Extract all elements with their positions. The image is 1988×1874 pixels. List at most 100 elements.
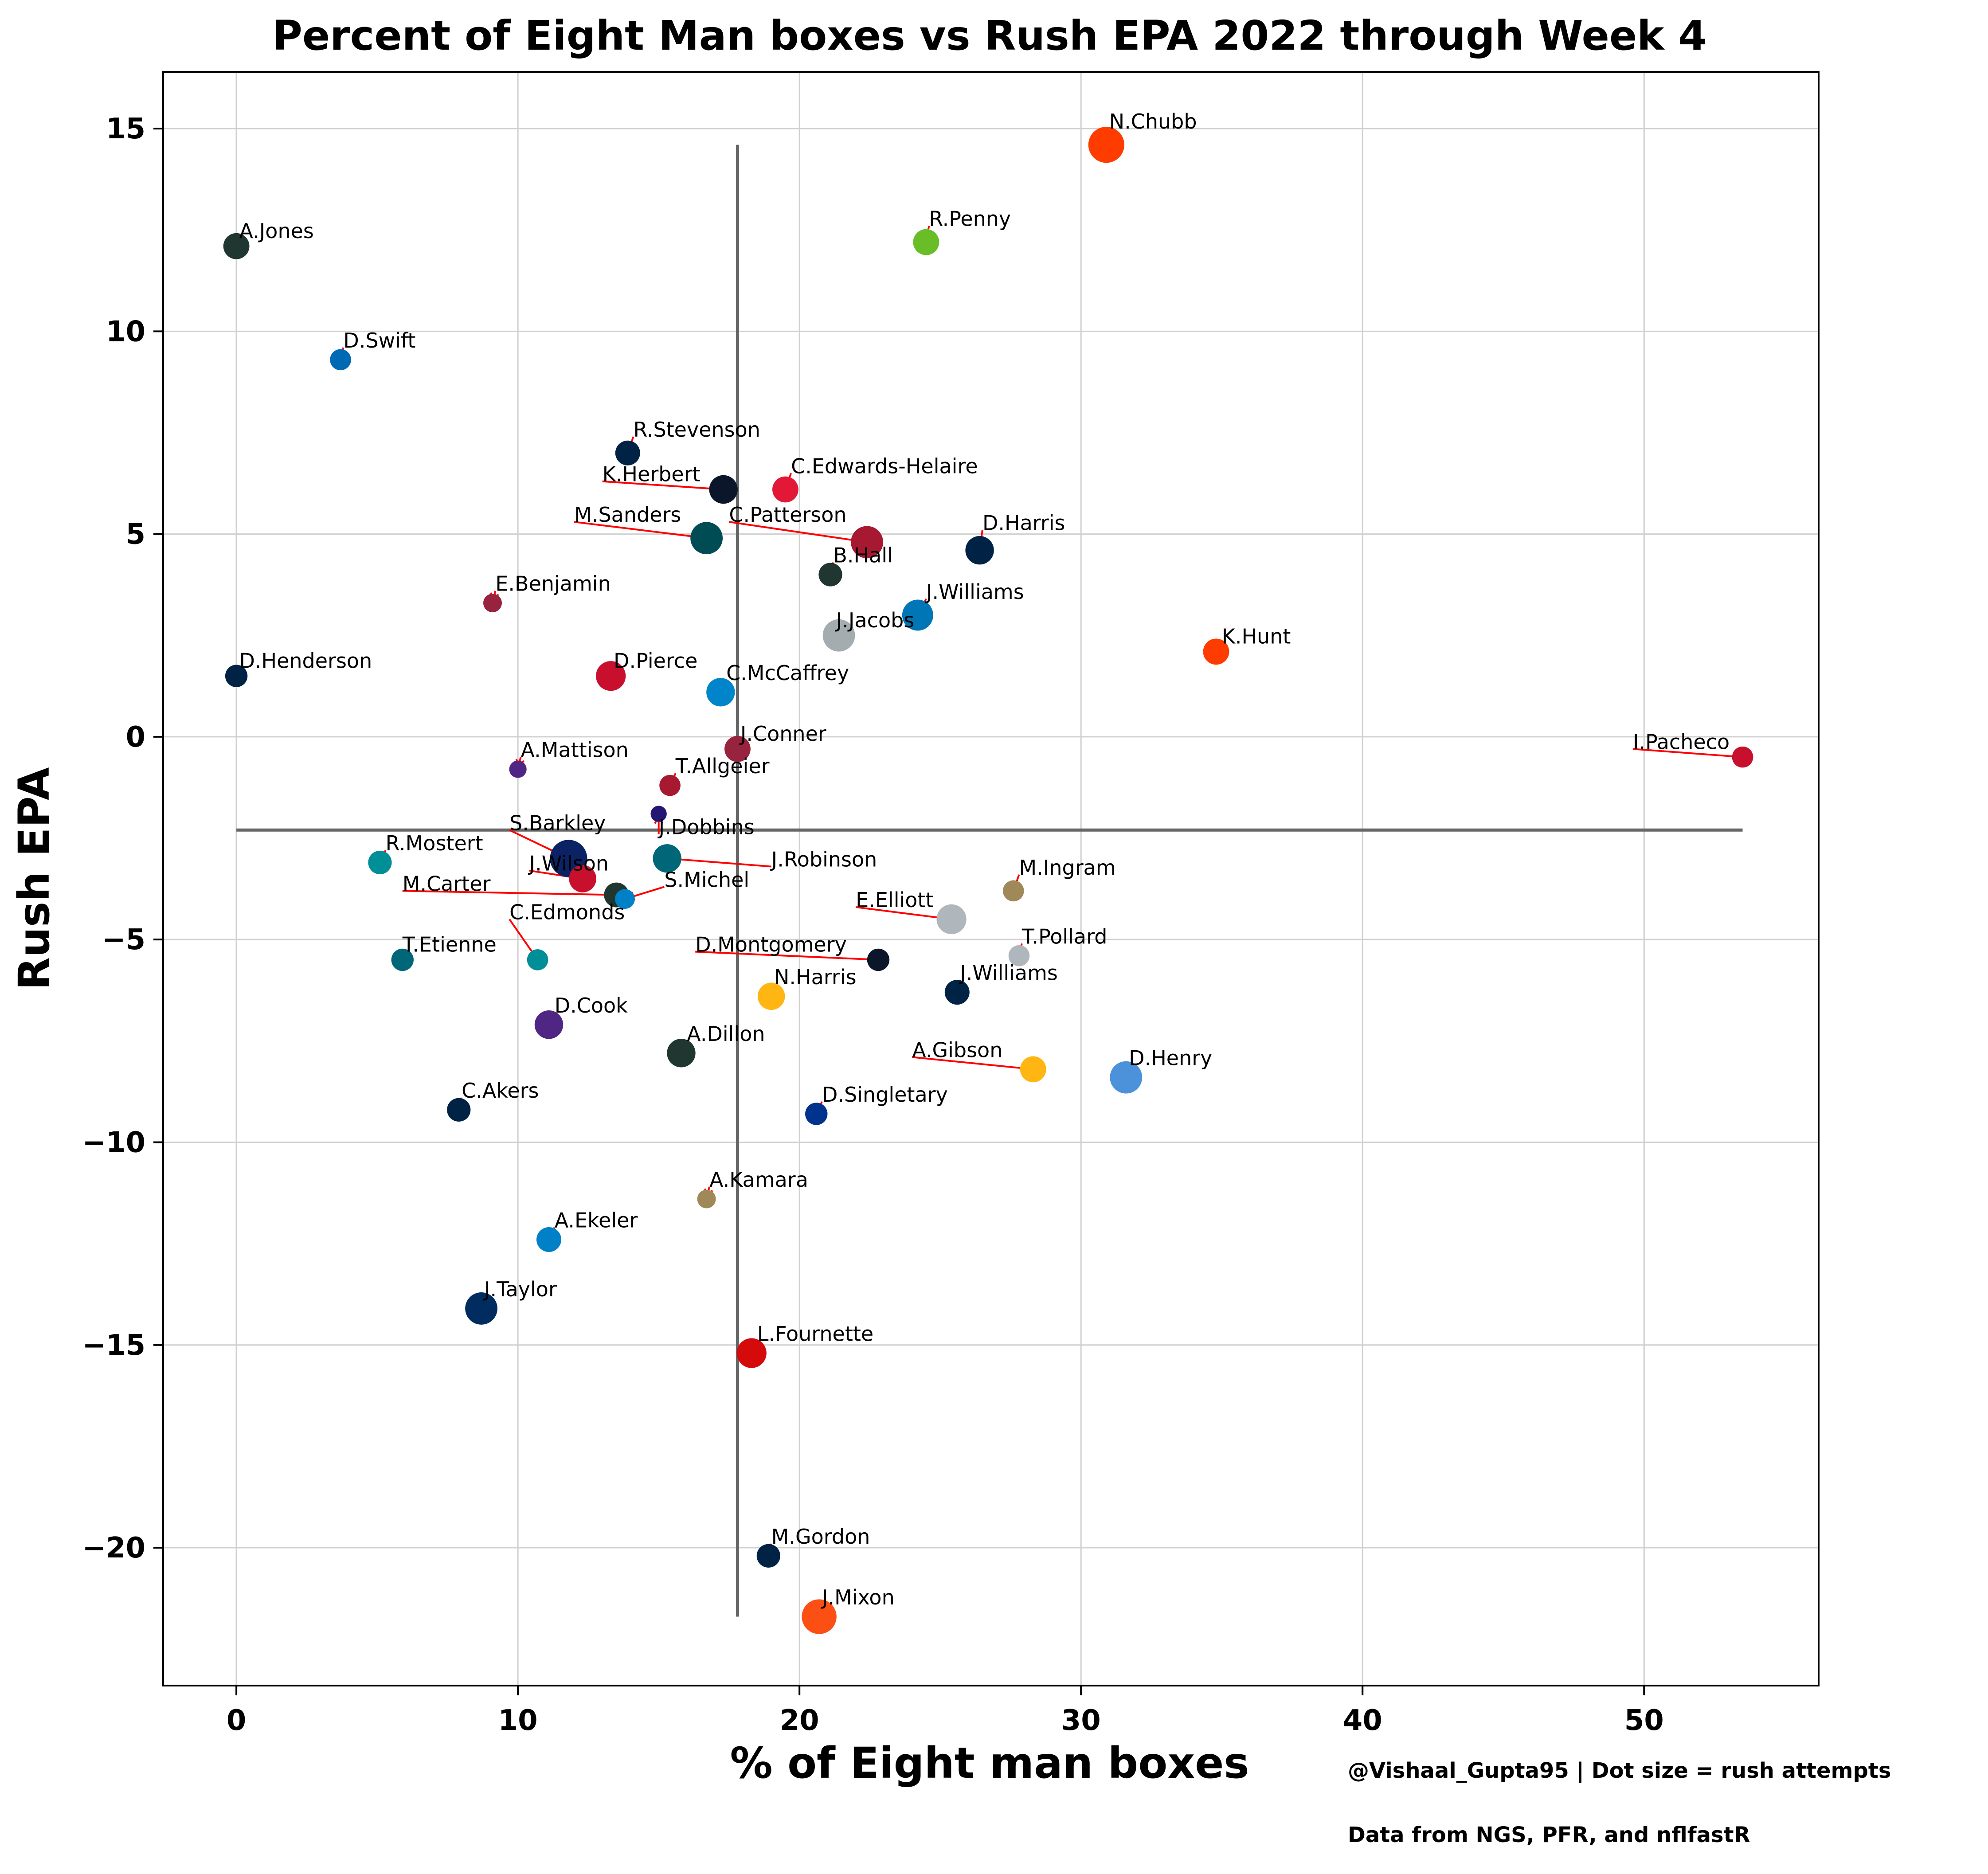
y-tick-label: −15 xyxy=(82,1329,145,1362)
data-point xyxy=(756,1544,780,1568)
point-label: R.Stevenson xyxy=(634,418,760,442)
label-arrow xyxy=(855,906,949,920)
point-label: D.Montgomery xyxy=(695,933,847,957)
point-label: A.Dillon xyxy=(687,1022,765,1046)
point-label: A.Kamara xyxy=(709,1168,808,1192)
y-tick-label: 5 xyxy=(125,518,145,551)
data-point xyxy=(818,563,842,587)
data-point xyxy=(483,594,502,613)
data-point xyxy=(534,1010,564,1039)
data-point xyxy=(1008,945,1030,966)
point-label: R.Mostert xyxy=(386,831,483,855)
reference-lines xyxy=(236,145,1743,1617)
x-tick-label: 0 xyxy=(227,1704,247,1737)
y-axis-label: Rush EPA xyxy=(9,767,59,990)
data-point xyxy=(936,904,967,935)
y-tick-label: 15 xyxy=(106,113,145,145)
y-axis-ticks: −20 −15 −10 −5 0 5 10 15 xyxy=(82,113,163,1565)
label-arrow xyxy=(912,1056,1031,1070)
x-tick-label: 40 xyxy=(1343,1704,1382,1737)
data-point xyxy=(447,1098,471,1122)
data-point xyxy=(659,775,681,796)
data-point xyxy=(772,476,798,503)
label-arrow xyxy=(602,480,721,490)
point-label: A.Ekeler xyxy=(555,1209,638,1232)
label-arrow xyxy=(574,521,704,539)
point-label: A.Jones xyxy=(239,219,313,243)
point-label: M.Carter xyxy=(403,872,491,896)
data-point xyxy=(465,1292,497,1325)
point-label: K.Hunt xyxy=(1222,625,1291,649)
data-point xyxy=(1088,127,1124,163)
data-point xyxy=(851,526,883,559)
point-label: D.Harris xyxy=(982,511,1065,535)
point-label: C.Edmonds xyxy=(509,900,625,924)
data-point xyxy=(805,1103,828,1125)
point-label: C.Patterson xyxy=(729,503,846,527)
point-label: M.Sanders xyxy=(574,503,681,527)
y-tick-label: −5 xyxy=(102,923,145,956)
data-point xyxy=(802,1599,837,1634)
point-label: J.Jacobs xyxy=(835,608,915,632)
data-point xyxy=(1003,880,1024,902)
point-labels: N.Chubb R.Penny A.Jones D.Swift R.Stevenson K… xyxy=(239,110,1730,1609)
point-label: M.Ingram xyxy=(1019,856,1116,880)
point-label: K.Herbert xyxy=(603,462,700,486)
point-label: D.Cook xyxy=(555,994,628,1017)
point-label: J.Williams xyxy=(925,580,1024,604)
data-point xyxy=(1020,1056,1046,1083)
data-point xyxy=(650,806,667,822)
point-label: D.Singletary xyxy=(822,1083,948,1107)
data-point xyxy=(913,229,939,255)
point-label: B.Hall xyxy=(833,544,893,567)
point-label: T.Allgeier xyxy=(675,754,770,778)
point-label: J.Robinson xyxy=(770,848,877,872)
point-label: D.Pierce xyxy=(614,649,697,673)
data-point xyxy=(965,536,994,565)
point-label: R.Penny xyxy=(929,207,1011,231)
data-point xyxy=(1732,746,1753,768)
label-arrow xyxy=(1632,748,1740,758)
point-label: S.Barkley xyxy=(509,811,606,835)
point-label: E.Benjamin xyxy=(495,572,610,596)
point-label: T.Etienne xyxy=(402,933,497,957)
label-arrow xyxy=(695,951,876,961)
data-point xyxy=(527,949,548,970)
point-label: D.Henderson xyxy=(239,649,372,673)
plot-frame xyxy=(162,71,1820,1686)
data-point xyxy=(736,1338,767,1368)
label-arrow xyxy=(669,857,771,868)
point-label: D.Swift xyxy=(343,329,415,352)
point-label: T.Pollard xyxy=(1021,924,1107,948)
y-tick-label: 0 xyxy=(125,721,145,754)
point-label: J.Mixon xyxy=(821,1585,895,1609)
data-point xyxy=(724,736,751,762)
point-label: E.Elliott xyxy=(856,888,933,912)
data-points xyxy=(223,127,1753,1634)
point-label: C.Edwards-Helaire xyxy=(791,454,978,478)
point-label: J.Taylor xyxy=(483,1277,557,1301)
x-axis-ticks: 0 10 20 30 40 50 xyxy=(227,1686,1664,1737)
x-tick-label: 30 xyxy=(1061,1704,1101,1737)
point-label: L.Fournette xyxy=(757,1322,873,1346)
data-point xyxy=(867,948,890,971)
data-point xyxy=(225,665,248,687)
point-label: J.Williams xyxy=(959,961,1058,985)
x-tick-label: 50 xyxy=(1624,1704,1664,1737)
y-tick-label: −10 xyxy=(82,1126,145,1159)
label-arrow xyxy=(729,521,865,543)
x-axis-label: % of Eight man boxes xyxy=(730,1738,1249,1788)
y-tick-label: 10 xyxy=(106,315,145,348)
data-point xyxy=(391,948,414,971)
chart-title: Percent of Eight Man boxes vs Rush EPA 2… xyxy=(272,12,1706,59)
point-label: A.Gibson xyxy=(912,1038,1002,1062)
point-label: J.Conner xyxy=(739,722,826,746)
data-point xyxy=(667,1039,696,1068)
data-point xyxy=(509,760,527,778)
point-label: N.Harris xyxy=(774,965,857,989)
data-point xyxy=(944,980,970,1005)
point-label: N.Chubb xyxy=(1109,110,1197,133)
footer-source: Data from NGS, PFR, and nflfastR xyxy=(1348,1823,1750,1847)
data-point xyxy=(569,865,597,892)
